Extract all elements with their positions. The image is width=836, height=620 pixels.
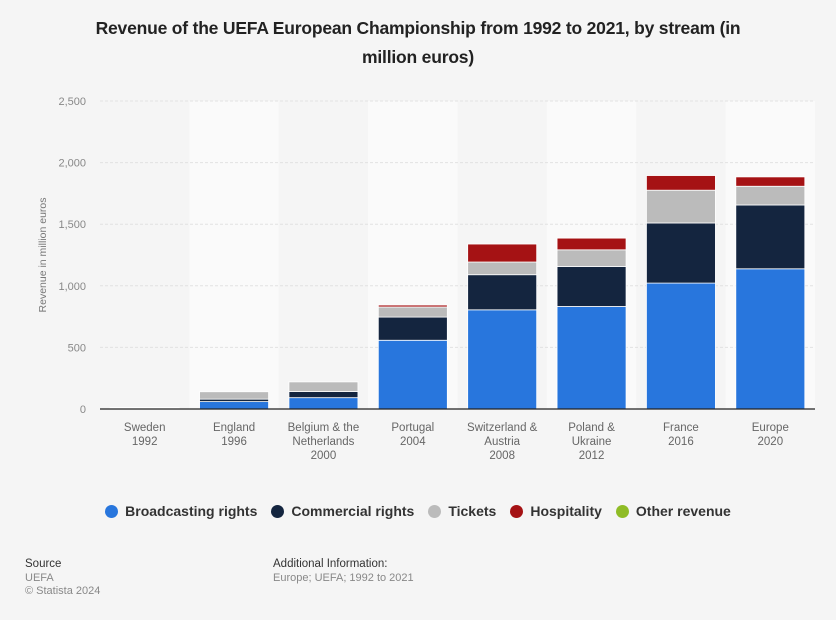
x-tick-label-line: Netherlands [292,436,354,448]
bar-segment-tickets [556,249,627,267]
y-tick-label: 0 [80,404,86,416]
bar-stack [735,176,806,410]
y-tick-label: 2,500 [58,96,86,108]
x-tick-label-line: France [663,422,699,434]
copyright: © Statista 2024 [25,585,101,597]
bar-segment-hospitality [735,176,806,187]
y-tick-label: 1,000 [58,281,86,293]
x-tick-label-line: 2008 [489,450,515,462]
x-axis-labels: Sweden 1992 England 1996 Belgium & the Nether… [124,422,789,462]
bar-segment-commercial-rights [467,274,538,311]
bar-segment-broadcasting-rights [735,268,806,410]
bar-segment-tickets [735,185,806,206]
additional-info-text: Europe; UEFA; 1992 to 2021 [273,571,414,584]
x-tick-label-line: 2004 [400,436,426,448]
additional-info-heading: Additional Information: [273,558,388,570]
x-tick-label-line: Sweden [124,422,166,434]
y-tick-label: 2,000 [58,158,86,170]
bar-stack [646,175,716,410]
x-tick-label-line: Poland & [568,422,615,434]
bar-segment-broadcasting-rights [556,306,627,410]
chart-title-line-1: Revenue of the UEFA European Championshi… [95,18,741,38]
x-tick-label: Belgium & the Netherlands 2000 [288,422,360,462]
bar-segment-broadcasting-rights [199,401,269,410]
bar-stack [377,304,448,410]
bar-segment-tickets [467,261,538,276]
bars [109,175,806,410]
legend-item-broadcasting-rights[interactable]: Broadcasting rights [105,503,257,519]
bar-segment-hospitality [467,243,538,263]
legend-marker-icon [510,504,524,518]
legend-item-hospitality[interactable]: Hospitality [510,503,602,519]
x-tick-label-line: 2020 [758,436,784,448]
x-tick-label: Europe 2020 [752,422,789,448]
bar-segment-commercial-rights [288,391,359,399]
bar-stack [288,381,359,410]
x-tick-label-line: Austria [484,436,520,448]
x-tick-label-line: Ukraine [572,436,612,448]
bar-segment-commercial-rights [735,204,806,270]
legend-item-commercial-rights[interactable]: Commercial rights [271,503,414,519]
bar-segment-tickets [109,406,180,409]
stacked-bar-chart: 0 500 1,000 1,500 2,000 2,500 Revenue in mill… [37,96,815,462]
legend-label: Commercial rights [291,503,415,519]
legend-label: Hospitality [530,503,602,519]
bar-segment-broadcasting-rights [288,397,359,410]
bar-segment-commercial-rights [556,266,627,307]
x-tick-label-line: Switzerland & [467,422,538,434]
x-tick-label-line: 1992 [132,436,158,448]
bar-segment-tickets [199,391,269,400]
bar-segment-hospitality [377,304,448,308]
y-tick-label: 500 [68,342,86,354]
legend-marker-icon [271,504,285,518]
y-tick-label: 1,500 [58,219,86,231]
bar-segment-broadcasting-rights [467,309,538,410]
bar-segment-tickets [646,189,716,224]
x-tick-label-line: Portugal [391,422,434,434]
bar-stack [556,237,627,410]
column-band [189,101,279,409]
x-tick-label: Poland & Ukraine 2012 [568,422,615,462]
x-tick-label-line: 2012 [579,450,605,462]
x-tick-label: France 2016 [663,422,699,448]
source-block: Source UEFA © Statista 2024 [25,558,100,599]
bar-segment-broadcasting-rights [646,282,716,410]
x-tick-label-line: Europe [752,422,789,434]
source-heading: Source [25,558,62,570]
bar-segment-hospitality [556,237,627,251]
x-tick-label: Switzerland & Austria 2008 [467,422,538,462]
legend-label: Tickets [448,503,497,519]
bar-segment-tickets [288,381,359,392]
legend-marker-icon [428,504,442,518]
x-tick-label-line: 2016 [668,436,694,448]
bar-segment-hospitality [646,175,716,191]
legend-marker-icon [105,504,119,518]
legend-item-other-revenue[interactable]: Other revenue [615,503,731,519]
legend-label: Broadcasting rights [125,503,258,519]
chart-title: Revenue of the UEFA European Championshi… [60,14,776,72]
chart-title-line-2: million euros) [362,47,474,67]
legend-marker-icon [615,504,629,518]
x-tick-label: Portugal 2004 [391,422,434,448]
x-tick-label-line: England [213,422,255,434]
legend-item-tickets[interactable]: Tickets [428,503,496,519]
bar-stack [467,243,538,410]
legend-label: Other revenue [635,503,731,519]
x-tick-label-line: 2000 [311,450,337,462]
x-tick-label-line: 1996 [221,436,247,448]
bar-segment-commercial-rights [646,222,716,284]
y-axis-label: Revenue in million euros [37,198,49,313]
additional-info-block: Additional Information: Europe; UEFA; 19… [273,558,414,585]
x-tick-label: England 1996 [213,422,255,448]
x-tick-label: Sweden 1992 [124,422,166,448]
source-name[interactable]: UEFA [25,571,54,584]
bar-segment-commercial-rights [377,316,448,341]
x-tick-label-line: Belgium & the [288,422,360,434]
bar-stack [199,391,269,410]
y-axis-ticks: 0 500 1,000 1,500 2,000 2,500 [58,96,86,416]
legend: Broadcasting rights Commercial rights Tick… [0,503,836,519]
bar-segment-broadcasting-rights [377,339,448,410]
bar-segment-tickets [377,306,448,318]
